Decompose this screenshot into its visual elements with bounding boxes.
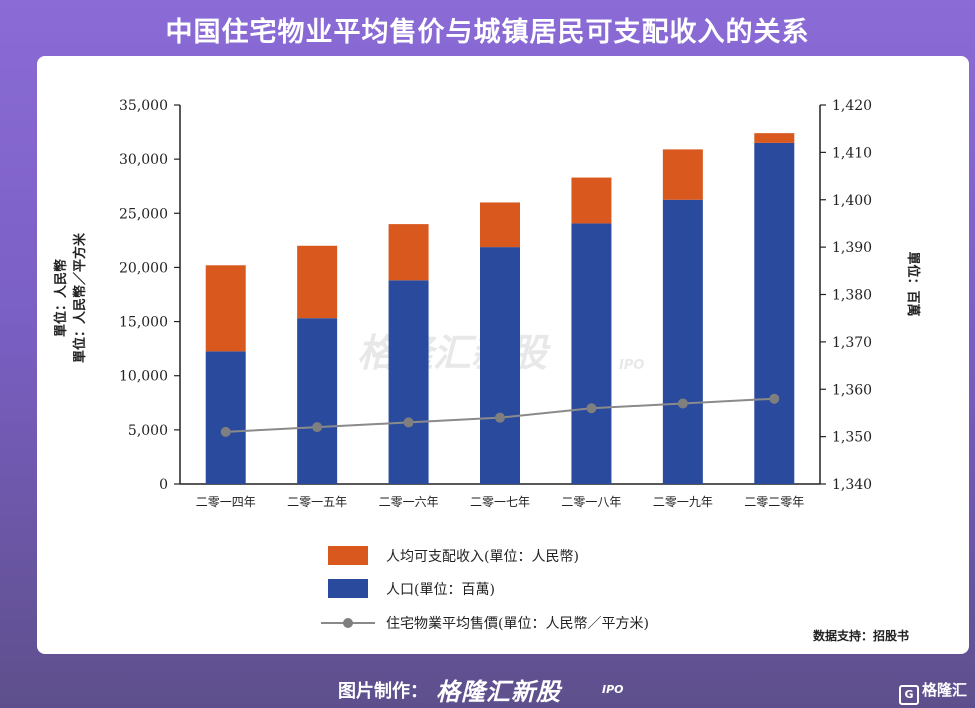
bar-income	[754, 133, 795, 143]
legend-swatch-price-marker	[343, 618, 353, 628]
legend-label-price: 住宅物業平均售價(單位：人民幣／平方米)	[386, 615, 649, 632]
price-series-point	[769, 393, 780, 404]
right-axis-tick-label: 1,340	[832, 477, 872, 493]
page-title: 中国住宅物业平均售价与城镇居民可支配收入的关系	[165, 17, 810, 48]
legend-label-population: 人口(單位：百萬)	[386, 582, 495, 598]
corner-logo-text: 格隆汇	[921, 681, 967, 699]
right-axis-tick-label: 1,420	[832, 98, 872, 114]
left-axis-tick-label: 25,000	[119, 206, 168, 222]
bar-income	[571, 177, 612, 224]
bar-income	[205, 265, 246, 352]
bar-income	[388, 224, 429, 281]
right-axis-tick-label: 1,410	[832, 145, 872, 161]
legend-swatch-income	[328, 546, 368, 565]
legend-label-income: 人均可支配收入(單位：人民幣)	[386, 549, 579, 565]
price-series-point	[677, 398, 688, 409]
bar-population	[205, 351, 246, 484]
left-axis-tick-label: 20,000	[119, 260, 168, 276]
chart-card: 格隆汇新股 IPO 0 5,000 10,000 15,000 20,000 25,000…	[37, 56, 969, 654]
x-axis-tick-label: 二零一七年	[470, 495, 530, 509]
right-axis-tick-label: 1,350	[832, 430, 872, 446]
bar-population	[571, 223, 612, 484]
x-axis-tick-label: 二零一五年	[287, 495, 347, 509]
plot-area: 0 5,000 10,000 15,000 20,000 25,000 30,000 35,0…	[119, 98, 872, 509]
bar-population	[662, 199, 703, 484]
bar-population	[388, 280, 429, 484]
footer-brand: 格隆汇新股	[436, 678, 561, 706]
x-axis-tick-label: 二零二零年	[744, 495, 804, 509]
left-axis-tick-label: 35,000	[119, 98, 168, 114]
bar-population	[754, 142, 795, 484]
bar-income	[662, 149, 703, 200]
watermark-text: 格隆汇新股	[357, 331, 551, 375]
right-axis-tick-label: 1,400	[832, 193, 872, 209]
price-series-point	[312, 422, 323, 433]
x-axis-tick-label: 二零一八年	[561, 495, 621, 509]
footer-brand-sub: IPO	[602, 683, 624, 696]
left-axis-tick-label: 30,000	[119, 152, 168, 168]
legend-swatch-population	[328, 579, 368, 598]
price-series-point	[403, 417, 414, 428]
right-axis-tick-label: 1,370	[832, 335, 872, 351]
logo-icon: G	[898, 685, 919, 705]
price-series-point	[220, 426, 231, 437]
bar-income	[480, 202, 520, 248]
left-axis-label-2: 單位：人民幣／平方米	[72, 232, 88, 363]
left-axis-tick-label: 15,000	[119, 315, 168, 331]
left-axis-tick-label: 0	[159, 477, 168, 493]
x-axis-tick-label: 二零一九年	[653, 495, 713, 509]
right-axis-label: 單位：百萬	[905, 251, 921, 316]
chart-svg: 格隆汇新股 IPO 0 5,000 10,000 15,000 20,000 25,000…	[53, 98, 921, 632]
bar-income	[297, 245, 338, 319]
watermark-sub-text: IPO	[619, 358, 644, 373]
right-axis-tick-label: 1,360	[832, 382, 872, 398]
legend: 人均可支配收入(單位：人民幣) 人口(單位：百萬) 住宅物業平均售價(單位：人民…	[321, 546, 649, 632]
footer: 图片制作： 格隆汇新股 IPO G 格隆汇	[0, 671, 975, 706]
right-axis-tick-label: 1,380	[832, 288, 872, 304]
left-axis-tick-label: 5,000	[128, 423, 168, 439]
left-axis-tick-label: 10,000	[119, 369, 168, 385]
left-axis-label-1: 單位：人民幣	[53, 259, 69, 337]
x-axis-tick-label: 二零一六年	[379, 495, 439, 509]
price-series-point	[495, 412, 505, 423]
x-axis-tick-label: 二零一四年	[196, 495, 256, 509]
footer-label: 图片制作：	[338, 681, 428, 702]
bar-population	[297, 318, 338, 484]
data-credit: 数据支持：招股书	[812, 629, 909, 643]
right-axis-tick-label: 1,390	[832, 240, 872, 256]
bar-population	[480, 247, 520, 484]
corner-logo: G 格隆汇	[898, 679, 967, 705]
price-series-point	[586, 403, 597, 414]
